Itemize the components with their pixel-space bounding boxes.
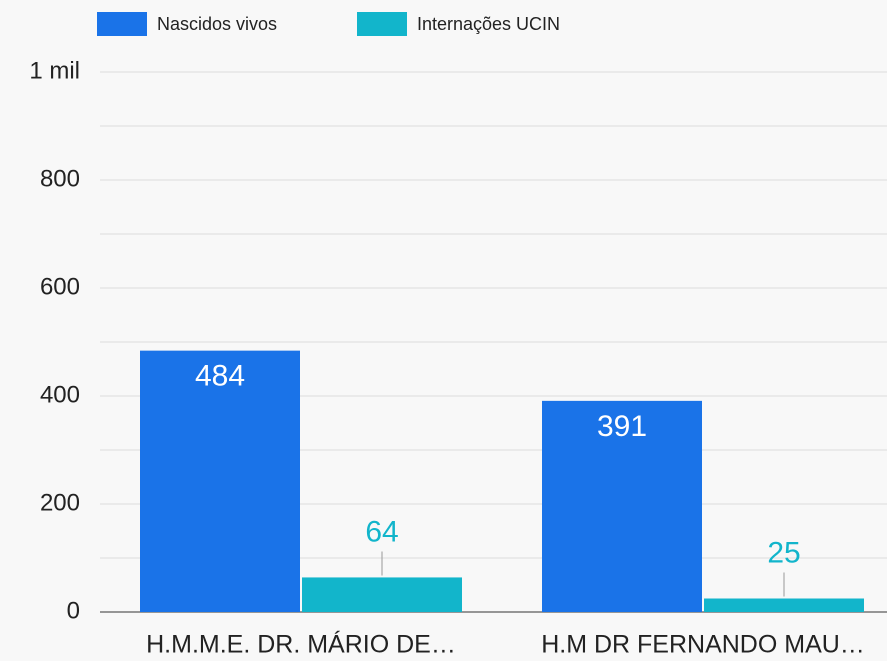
value-label: 391 [597,410,647,443]
bar [140,350,300,612]
bar [542,400,702,612]
value-label: 25 [767,536,800,569]
legend-swatch [357,12,407,36]
y-tick-label: 800 [40,165,80,192]
x-tick-label: H.M.M.E. DR. MÁRIO DE… [146,630,456,659]
y-tick-label: 600 [40,273,80,300]
x-tick-label: H.M DR FERNANDO MAU… [541,631,865,659]
y-tick-label: 400 [40,381,80,408]
value-label: 484 [195,360,245,393]
y-tick-label: 0 [67,597,80,624]
bar [704,598,864,612]
bar [302,577,462,612]
legend-label: Nascidos vivos [157,14,277,34]
legend-swatch [97,12,147,36]
y-tick-label: 1 mil [29,57,80,84]
legend-label: Internações UCIN [417,14,560,34]
value-label: 64 [365,515,398,548]
y-tick-label: 200 [40,489,80,516]
